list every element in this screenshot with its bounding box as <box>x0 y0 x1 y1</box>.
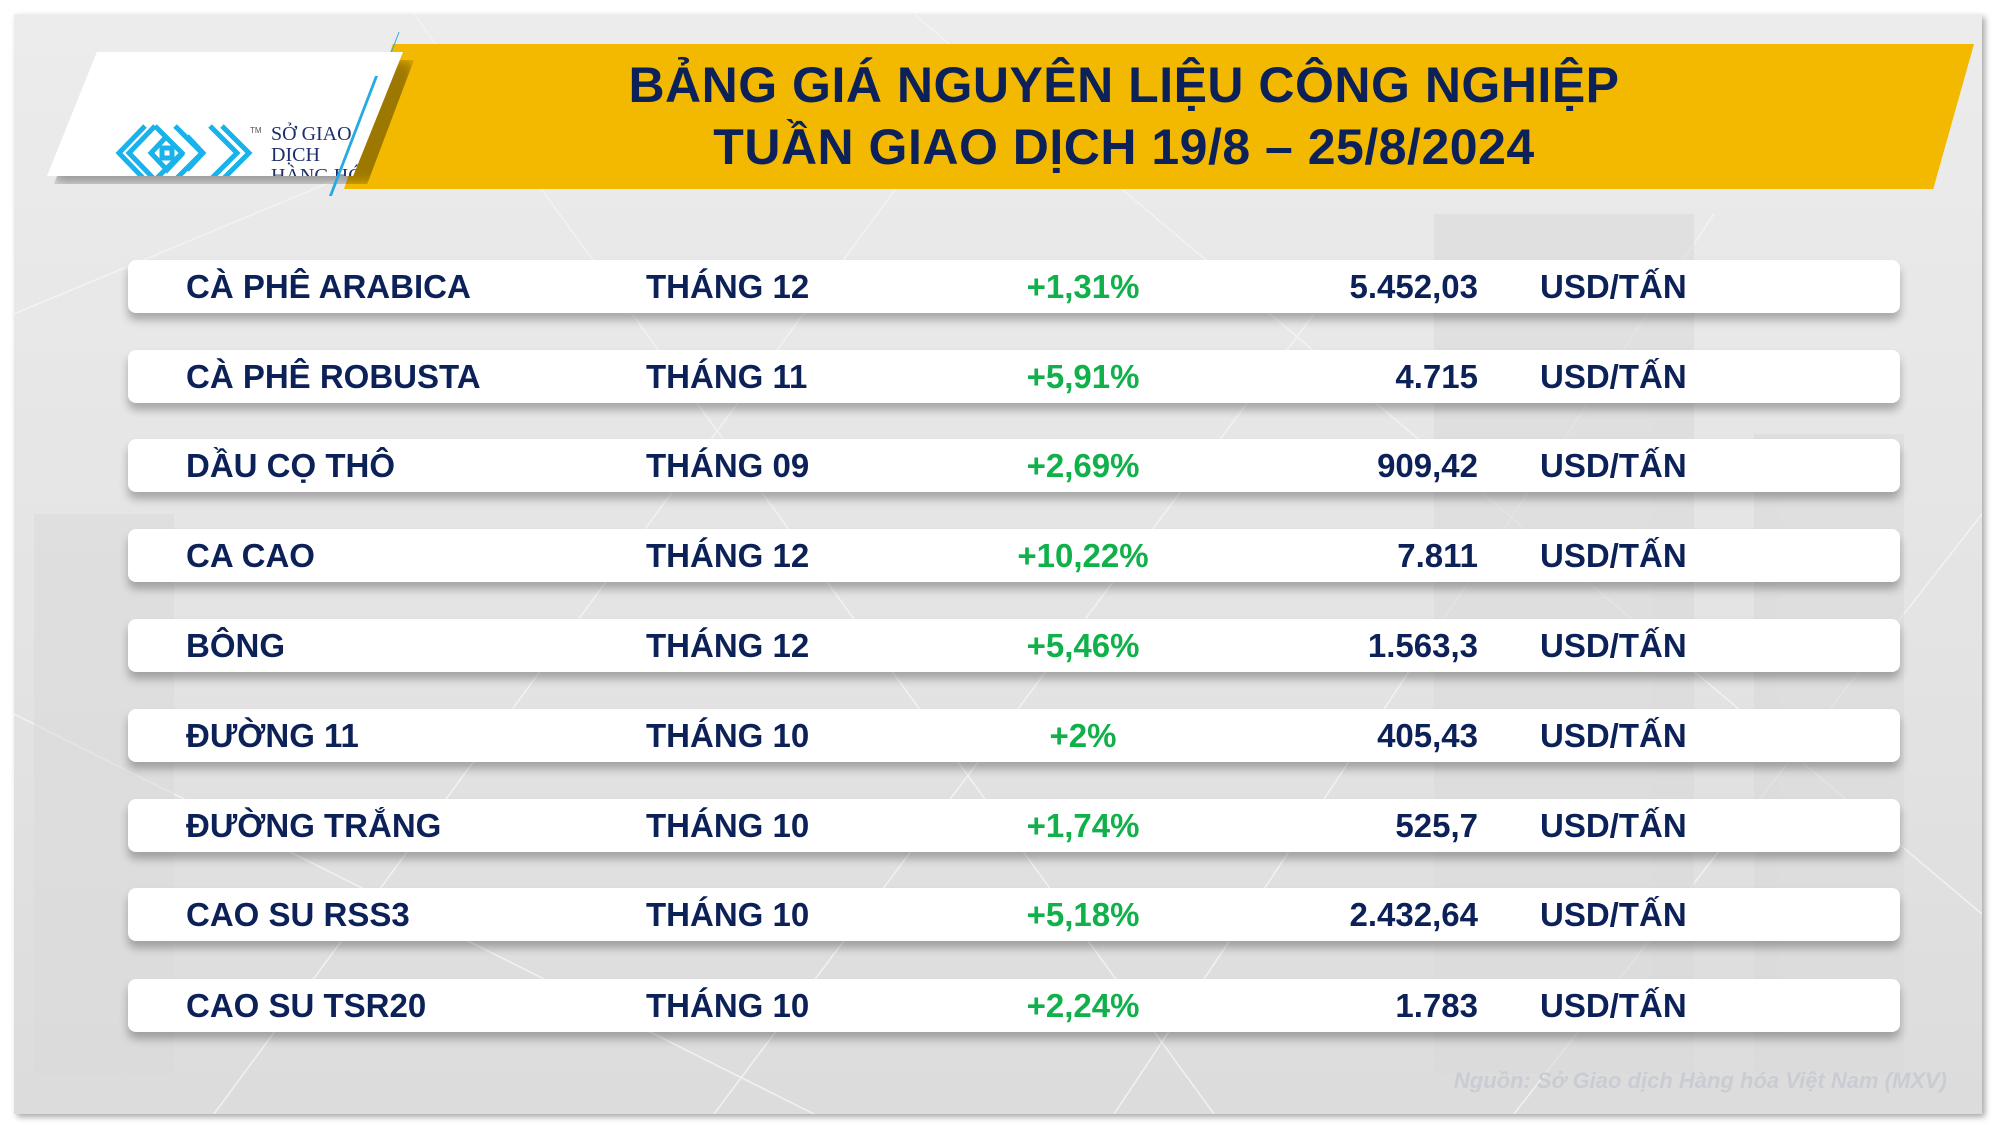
price-value: 1.563,3 <box>1367 627 1478 664</box>
contract-month: THÁNG 10 <box>646 896 810 933</box>
price-unit: USD/TẤN <box>1540 537 1687 574</box>
table-row: CA CAO THÁNG 12 +10,22% 7.811 USD/TẤN <box>128 529 1900 582</box>
contract-month: THÁNG 11 <box>646 358 808 395</box>
price-value: 525,7 <box>1395 807 1478 844</box>
table-row: CAO SU RSS3 THÁNG 10 +5,18% 2.432,64 USD… <box>128 888 1900 941</box>
weekly-change: +1,31% <box>1026 268 1140 305</box>
price-value: 909,42 <box>1377 447 1478 484</box>
commodity-name: CÀ PHÊ ROBUSTA <box>186 358 481 395</box>
price-value: 5.452,03 <box>1349 268 1478 305</box>
contract-month: THÁNG 12 <box>646 537 810 574</box>
contract-month: THÁNG 10 <box>646 717 810 754</box>
price-value: 7.811 <box>1397 537 1478 574</box>
logo-text: SỞ GIAO DỊCH HÀNG HÓA VIỆT NAM <box>271 123 403 187</box>
price-value: 1.783 <box>1395 987 1478 1024</box>
price-value: 2.432,64 <box>1349 896 1478 933</box>
weekly-change: +5,91% <box>1026 358 1140 395</box>
logo-line-1: SỞ GIAO DỊCH <box>271 123 352 166</box>
price-unit: USD/TẤN <box>1540 717 1687 754</box>
contract-month: THÁNG 12 <box>646 627 810 664</box>
price-unit: USD/TẤN <box>1540 447 1687 484</box>
price-unit: USD/TẤN <box>1540 807 1687 844</box>
commodity-name: DẦU CỌ THÔ <box>186 447 395 484</box>
source-note: Nguồn: Sở Giao dịch Hàng hóa Việt Nam (M… <box>1453 1068 1947 1093</box>
table-row: BÔNG THÁNG 12 +5,46% 1.563,3 USD/TẤN <box>128 619 1900 672</box>
commodity-name: BÔNG <box>186 627 285 664</box>
table-row: CÀ PHÊ ARABICA THÁNG 12 +1,31% 5.452,03 … <box>128 260 1900 313</box>
weekly-change: +2% <box>1049 717 1117 754</box>
table-row: CAO SU TSR20 THÁNG 10 +2,24% 1.783 USD/T… <box>128 979 1900 1032</box>
commodity-name: CAO SU RSS3 <box>186 896 410 933</box>
contract-month: THÁNG 12 <box>646 268 810 305</box>
infographic-frame: BẢNG GIÁ NGUYÊN LIỆU CÔNG NGHIỆP TUẦN GI… <box>14 14 1982 1114</box>
contract-month: THÁNG 10 <box>646 987 810 1024</box>
trademark-label: TM <box>250 126 262 135</box>
title-line-1: BẢNG GIÁ NGUYÊN LIỆU CÔNG NGHIỆP <box>628 57 1620 113</box>
commodity-name: CA CAO <box>186 537 315 574</box>
title-line-2: TUẦN GIAO DỊCH 19/8 – 25/8/2024 <box>713 119 1535 175</box>
price-unit: USD/TẤN <box>1540 358 1687 395</box>
page-title: BẢNG GIÁ NGUYÊN LIỆU CÔNG NGHIỆP TUẦN GI… <box>414 54 1834 178</box>
weekly-change: +1,74% <box>1026 807 1140 844</box>
price-unit: USD/TẤN <box>1540 627 1687 664</box>
commodity-name: CÀ PHÊ ARABICA <box>186 268 471 305</box>
commodity-name: CAO SU TSR20 <box>186 987 427 1024</box>
table-row: ĐƯỜNG 11 THÁNG 10 +2% 405,43 USD/TẤN <box>128 709 1900 762</box>
weekly-change: +2,24% <box>1026 987 1140 1024</box>
price-value: 4.715 <box>1395 358 1478 395</box>
weekly-change: +2,69% <box>1026 447 1140 484</box>
table-row: ĐƯỜNG TRẮNG THÁNG 10 +1,74% 525,7 USD/TẤ… <box>128 799 1900 852</box>
price-unit: USD/TẤN <box>1540 987 1687 1024</box>
commodity-name: ĐƯỜNG 11 <box>186 717 359 754</box>
price-unit: USD/TẤN <box>1540 268 1687 305</box>
logo-panel: TM SỞ GIAO DỊCH HÀNG HÓA VIỆT NAM <box>47 52 403 176</box>
weekly-change: +5,18% <box>1026 896 1140 933</box>
price-value: 405,43 <box>1377 717 1478 754</box>
title-banner <box>344 44 1974 189</box>
weekly-change: +10,22% <box>1017 537 1149 574</box>
mxv-logo-icon <box>115 124 253 176</box>
price-unit: USD/TẤN <box>1540 896 1687 933</box>
contract-month: THÁNG 09 <box>646 447 810 484</box>
contract-month: THÁNG 10 <box>646 807 810 844</box>
logo-line-2: HÀNG HÓA <box>271 165 378 187</box>
commodity-name: ĐƯỜNG TRẮNG <box>186 807 442 844</box>
table-row: DẦU CỌ THÔ THÁNG 09 +2,69% 909,42 USD/TẤ… <box>128 439 1900 492</box>
table-row: CÀ PHÊ ROBUSTA THÁNG 11 +5,91% 4.715 USD… <box>128 350 1900 403</box>
weekly-change: +5,46% <box>1026 627 1140 664</box>
